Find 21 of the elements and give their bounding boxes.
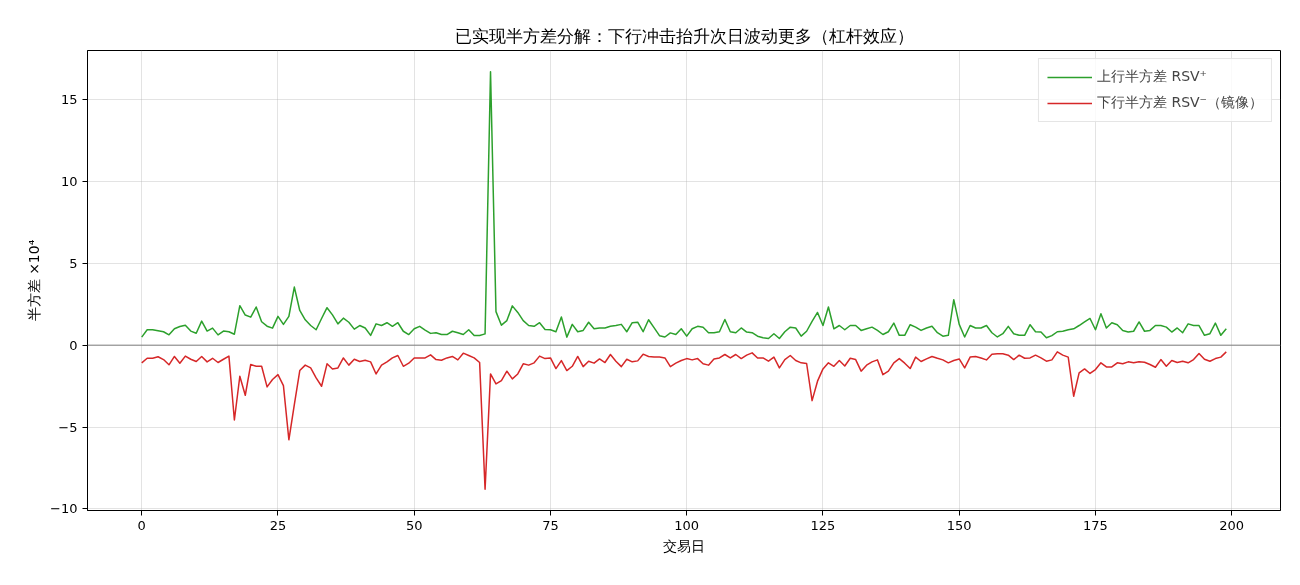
x-axis-title: 交易日 (663, 537, 705, 554)
y-tick-label: −5 (58, 419, 78, 435)
y-tick-label: 15 (60, 92, 78, 108)
y-tick-label: −10 (50, 501, 78, 517)
x-tick-label: 0 (137, 517, 146, 533)
x-tick-label: 150 (946, 517, 972, 533)
y-axis-title: 半方差 ×10⁴ (26, 239, 43, 322)
x-tick-label: 50 (405, 517, 423, 533)
x-tick-label: 125 (810, 517, 836, 533)
line-series (140, 351, 1228, 490)
x-tick-label: 25 (269, 517, 287, 533)
x-tick-label: 200 (1219, 517, 1245, 533)
chart-title: 已实现半方差分解：下行冲击抬升次日波动更多（杠杆效应） (454, 25, 914, 46)
y-tick-label: 10 (60, 173, 78, 189)
y-tick-label: 5 (69, 255, 78, 271)
x-tick-label: 75 (542, 517, 559, 533)
legend-label: 下行半方差 RSV⁻（镜像） (1096, 94, 1263, 112)
x-tick-label: 175 (1083, 517, 1108, 533)
y-tick-label: 0 (69, 337, 78, 353)
x-tick-label: 100 (674, 517, 700, 533)
legend-label: 上行半方差 RSV⁺ (1096, 68, 1207, 86)
